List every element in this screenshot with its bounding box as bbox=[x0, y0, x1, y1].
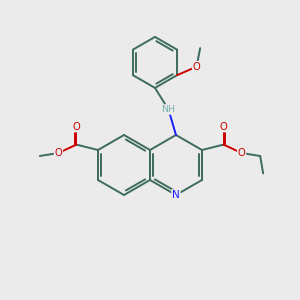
Text: N: N bbox=[172, 190, 180, 200]
Text: O: O bbox=[238, 148, 245, 158]
Text: NH: NH bbox=[161, 105, 176, 114]
Text: O: O bbox=[55, 148, 62, 158]
Text: O: O bbox=[193, 62, 200, 72]
Text: O: O bbox=[220, 122, 227, 132]
Text: O: O bbox=[73, 122, 80, 132]
